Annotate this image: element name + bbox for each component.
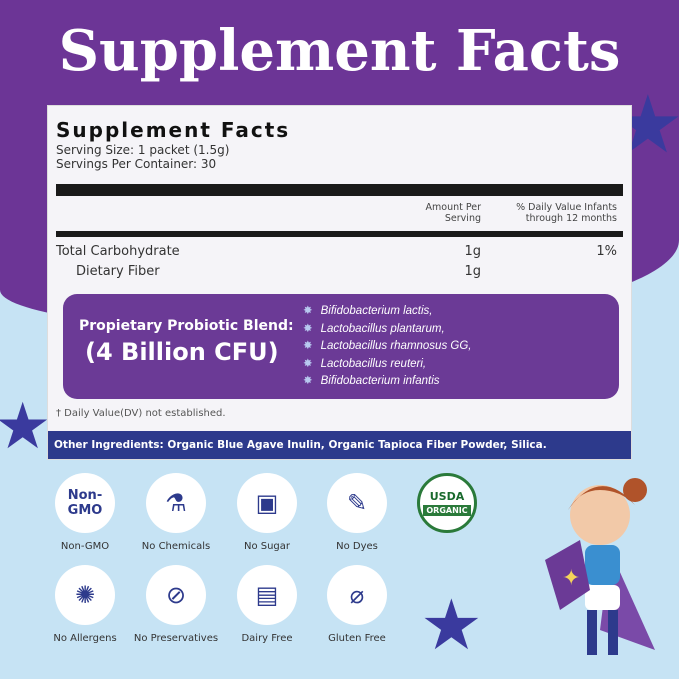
servings-per-container: Servings Per Container: 30 [56,157,217,171]
row-name: Total Carbohydrate [56,244,180,259]
star-bullet-icon: ✸ [303,305,313,317]
badge-label: No Allergens [53,633,117,644]
row-amount: 1g [464,264,481,279]
badge-label: No Dyes [336,541,378,552]
row-dv: 1% [596,244,617,259]
star-decoration-icon: ★ [420,584,483,666]
badge-label: Gluten Free [328,633,386,644]
page-title: Supplement Facts [58,18,621,84]
non-gmo-icon: Non- GMO [55,473,115,533]
star-bullet-icon: ✸ [303,322,313,335]
badge-label: Non-GMO [60,541,110,552]
other-ingredients: Other Ingredients: Organic Blue Agave In… [48,431,631,459]
panel-title: Supplement Facts [56,118,291,142]
badge-label: No Chemicals [141,541,211,552]
wheat-icon: ⌀ [327,565,387,625]
probiotic-blend-box: Propietary Probiotic Blend: (4 Billion C… [63,294,619,399]
divider [56,231,623,237]
strain-list: ✸ Bifidobacterium lactis, ✸ Lactobacillus … [303,303,472,391]
footnote: † Daily Value(DV) not established. [56,408,226,419]
strain-item: ✸ Bifidobacterium lactis, [303,305,433,317]
flask-icon: ⚗ [146,473,206,533]
star-bullet-icon: ✸ [303,340,313,352]
star-bullet-icon: ✸ [303,375,313,387]
star-bullet-icon: ✸ [303,357,313,370]
badge-label: No Preservatives [133,633,219,644]
col-dv-header: % Daily Value Infants through 12 months [516,202,617,224]
strain-item: ✸ Lactobacillus reuteri, [303,357,427,370]
star-decoration-icon: ★ [0,390,52,464]
divider [56,184,623,196]
usda-organic-seal: USDA ORGANIC [417,473,477,533]
row-name: Dietary Fiber [76,264,160,279]
dropper-icon: ✎ [327,473,387,533]
test-tube-icon: ⊘ [146,565,206,625]
supplement-facts-panel: Supplement Facts Serving Size: 1 packet … [47,105,632,460]
sugar-cubes-icon: ▣ [237,473,297,533]
strain-item: ✸ Bifidobacterium infantis [303,375,440,387]
milk-carton-icon: ▤ [237,565,297,625]
child-superhero-illustration: ✦ [545,478,655,655]
serving-size: Serving Size: 1 packet (1.5g) [56,143,230,157]
badge-label: No Sugar [243,541,291,552]
blend-cfu: (4 Billion CFU) [85,338,279,366]
badge-label: Dairy Free [241,633,293,644]
strain-item: ✸ Lactobacillus plantarum, [303,322,445,335]
allergen-icon: ✺ [55,565,115,625]
strain-item: ✸ Lactobacillus rhamnosus GG, [303,340,472,352]
col-amount-header: Amount Per Serving [425,202,482,224]
blend-label: Propietary Probiotic Blend: [79,318,294,334]
svg-text:✦: ✦ [562,566,580,591]
row-amount: 1g [464,244,481,259]
